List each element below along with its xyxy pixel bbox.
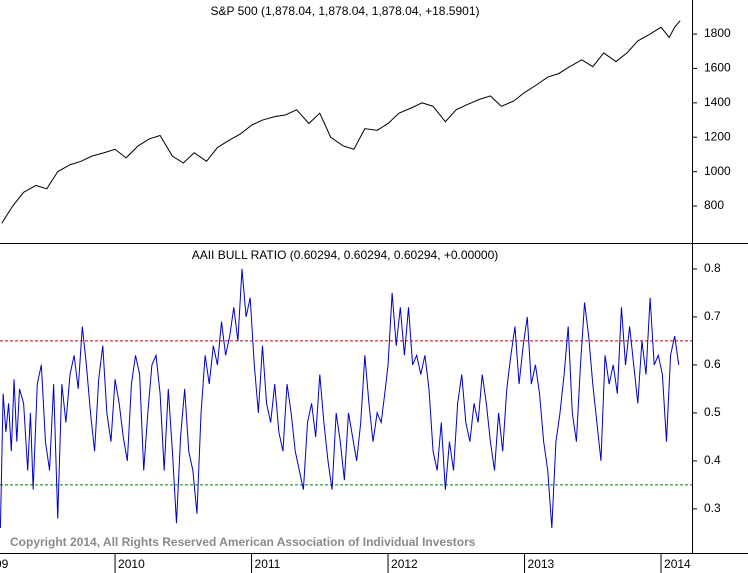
x-tick-label: 2011 <box>255 557 281 571</box>
y-tick-label: 1000 <box>704 164 731 178</box>
chart-title: S&P 500 (1,878.04, 1,878.04, 1,878.04, +… <box>211 4 480 18</box>
copyright-note: Copyright 2014, All Rights Reserved Amer… <box>10 535 476 549</box>
x-tick-label: 2009 <box>0 557 9 571</box>
x-tick-label: 2013 <box>528 557 555 571</box>
y-tick-label: 800 <box>704 198 724 212</box>
y-tick-label: 0.7 <box>704 309 721 323</box>
y-tick-label: 1400 <box>704 95 731 109</box>
data-line <box>0 268 680 529</box>
data-line <box>1 20 681 224</box>
y-tick-label: 1200 <box>704 129 731 143</box>
y-tick-label: 0.8 <box>704 261 721 275</box>
y-tick-label: 0.4 <box>704 453 721 467</box>
y-tick-label: 1600 <box>704 61 731 75</box>
y-tick-label: 0.6 <box>704 357 721 371</box>
y-tick-label: 1800 <box>704 26 731 40</box>
x-tick-label: 2010 <box>118 557 145 571</box>
y-tick-label: 0.5 <box>704 405 721 419</box>
y-tick-label: 0.3 <box>704 501 721 515</box>
x-tick-label: 2012 <box>391 557 418 571</box>
chart-title: AAII BULL RATIO (0.60294, 0.60294, 0.602… <box>192 248 499 262</box>
x-tick-label: 2014 <box>664 557 691 571</box>
